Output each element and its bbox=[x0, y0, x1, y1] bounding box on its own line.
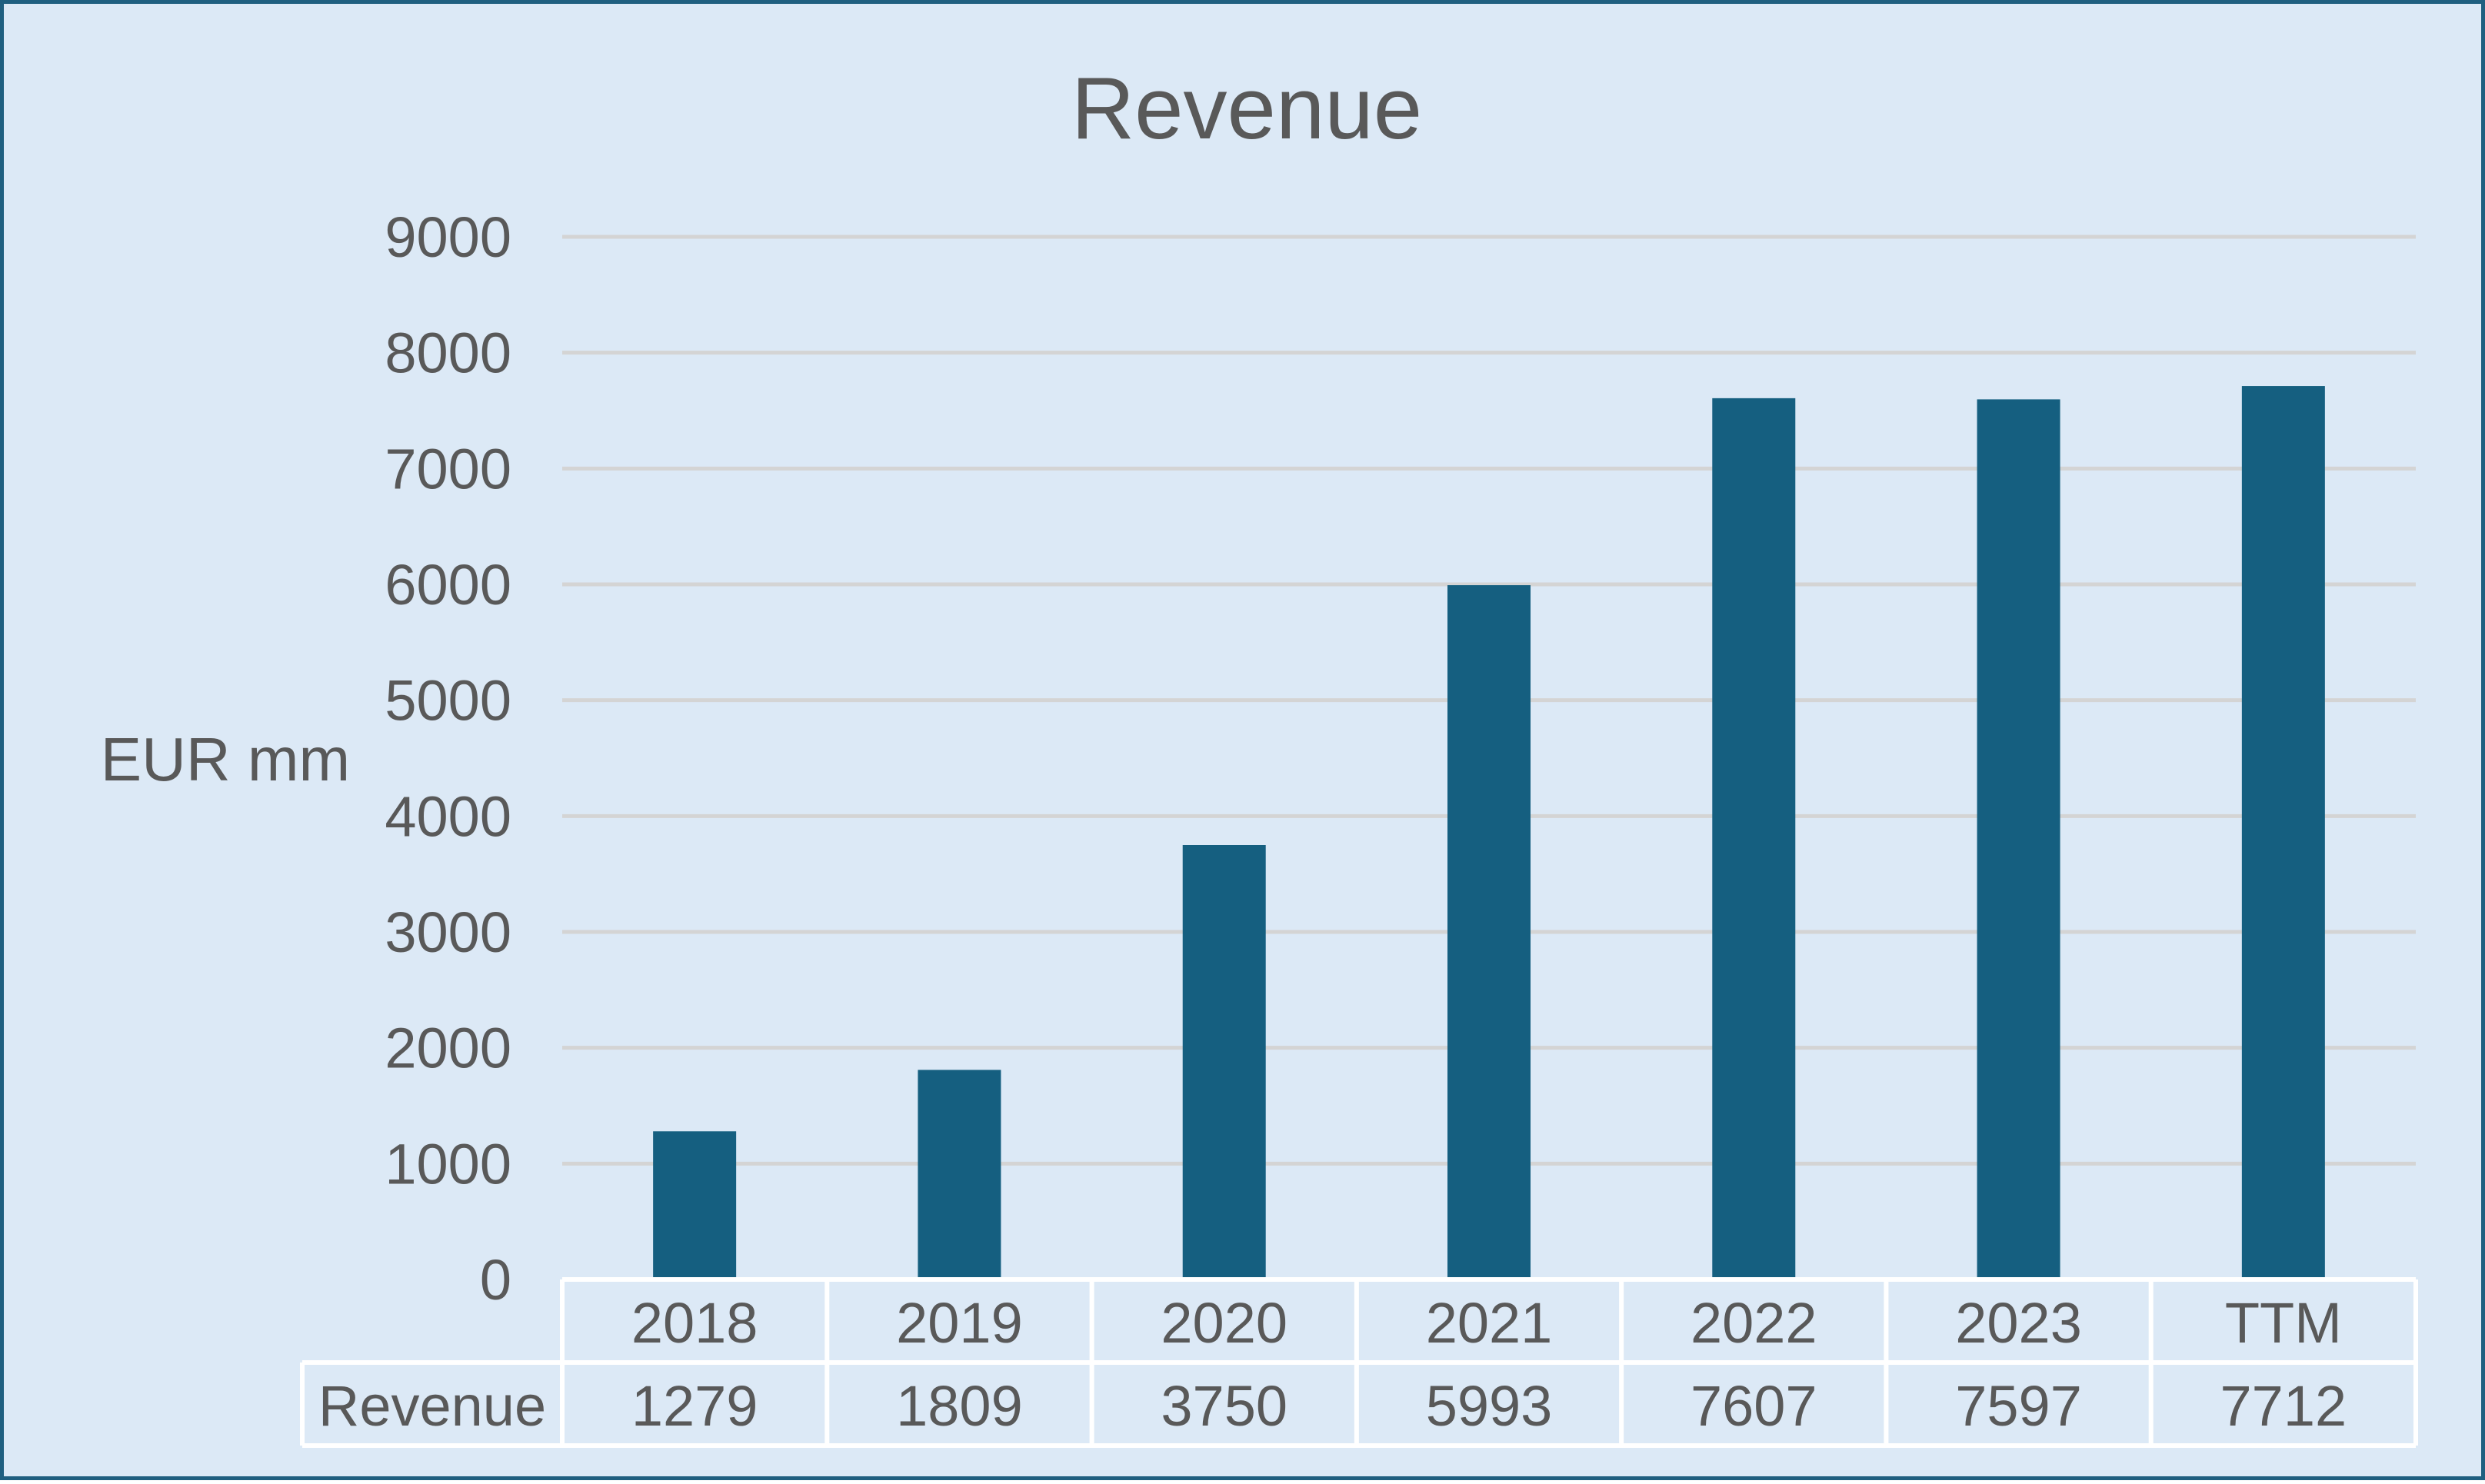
bar bbox=[1712, 398, 1796, 1279]
y-tick-label: 7000 bbox=[385, 437, 511, 501]
bar bbox=[653, 1131, 737, 1279]
y-tick-label: 4000 bbox=[385, 784, 511, 848]
data-label: 3750 bbox=[1161, 1374, 1287, 1438]
y-tick-label: 5000 bbox=[385, 669, 511, 733]
data-label: 7712 bbox=[2220, 1374, 2347, 1438]
bar bbox=[1182, 845, 1266, 1279]
y-tick-label: 2000 bbox=[385, 1017, 511, 1080]
series-name-label: Revenue bbox=[318, 1374, 546, 1438]
data-label: 1279 bbox=[631, 1374, 758, 1438]
x-tick-label: TTM bbox=[2225, 1291, 2342, 1355]
y-axis-ticks: 0 1000 2000 3000 4000 5000 6000 7000 8000 9000 bbox=[385, 205, 511, 1312]
y-tick-label: 8000 bbox=[385, 321, 511, 385]
bar bbox=[918, 1070, 1001, 1279]
x-tick-label: 2021 bbox=[1426, 1291, 1553, 1355]
bar bbox=[2241, 386, 2325, 1280]
x-tick-label: 2023 bbox=[1955, 1291, 2082, 1355]
x-tick-label: 2019 bbox=[896, 1291, 1023, 1355]
data-label: 5993 bbox=[1426, 1374, 1553, 1438]
bar bbox=[1977, 399, 2060, 1280]
revenue-chart: Revenue EUR mm 0 1000 2000 3000 4000 5000 6000… bbox=[101, 60, 2418, 1448]
data-label: 7607 bbox=[1691, 1374, 1817, 1438]
x-tick-label: 2020 bbox=[1161, 1291, 1287, 1355]
y-tick-label: 3000 bbox=[385, 900, 511, 964]
data-label: 1809 bbox=[896, 1374, 1023, 1438]
x-tick-label: 2022 bbox=[1691, 1291, 1817, 1355]
y-tick-label: 9000 bbox=[385, 205, 511, 269]
data-table: 2018 1279 2019 1809 2020 3750 2021 5993 2022 7607… bbox=[300, 1277, 2418, 1448]
x-tick-label: 2018 bbox=[631, 1291, 758, 1355]
bars bbox=[653, 386, 2325, 1280]
y-axis-label: EUR mm bbox=[101, 725, 350, 794]
bar bbox=[1447, 585, 1531, 1279]
y-tick-label: 0 bbox=[480, 1248, 511, 1312]
y-tick-label: 1000 bbox=[385, 1132, 511, 1196]
chart-title: Revenue bbox=[1071, 60, 1422, 158]
data-label: 7597 bbox=[1955, 1374, 2082, 1438]
y-tick-label: 6000 bbox=[385, 553, 511, 617]
